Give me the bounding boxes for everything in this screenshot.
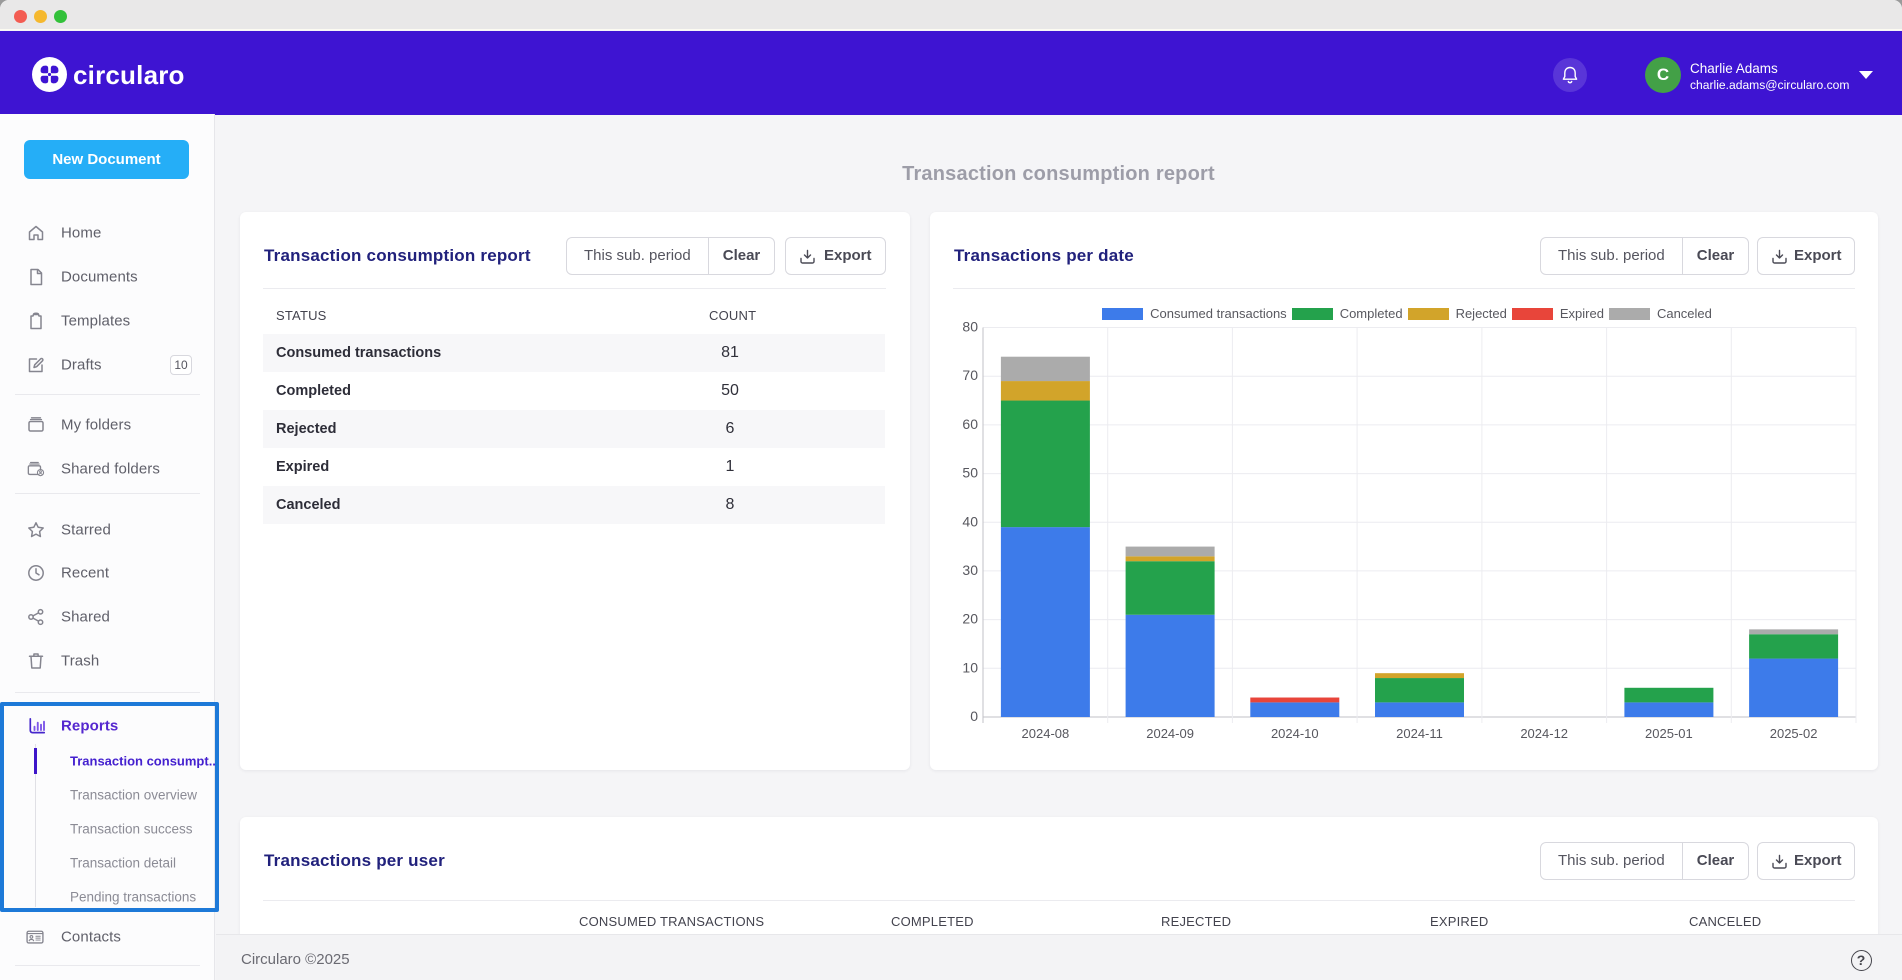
svg-text:2025-02: 2025-02 [1770, 726, 1818, 741]
svg-text:2024-12: 2024-12 [1520, 726, 1568, 741]
svg-text:2024-11: 2024-11 [1396, 726, 1443, 741]
svg-text:70: 70 [962, 367, 978, 383]
svg-text:2025-01: 2025-01 [1645, 726, 1693, 741]
svg-text:2024-09: 2024-09 [1146, 726, 1194, 741]
svg-text:40: 40 [962, 513, 978, 529]
svg-text:10: 10 [962, 659, 978, 675]
svg-text:50: 50 [962, 465, 978, 481]
svg-text:0: 0 [970, 708, 978, 724]
svg-text:20: 20 [962, 611, 978, 627]
svg-text:60: 60 [962, 416, 978, 432]
svg-text:30: 30 [962, 562, 978, 578]
svg-text:2024-10: 2024-10 [1271, 726, 1319, 741]
svg-text:80: 80 [962, 319, 978, 335]
svg-text:2024-08: 2024-08 [1022, 726, 1070, 741]
